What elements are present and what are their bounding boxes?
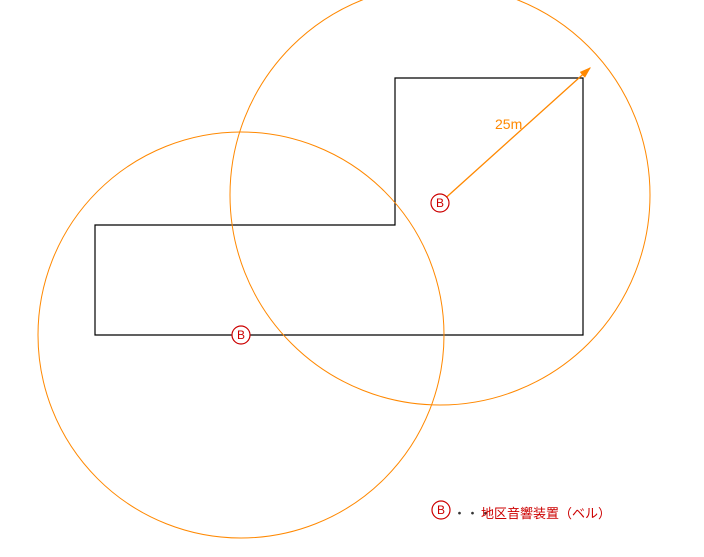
radius-arrow xyxy=(440,68,590,203)
device-marker-right: B xyxy=(431,194,449,212)
legend-marker-label: B xyxy=(437,503,445,517)
legend-marker: B xyxy=(432,501,450,519)
device-label-right: B xyxy=(436,196,444,210)
device-marker-left: B xyxy=(232,326,250,344)
device-label-left: B xyxy=(237,328,245,342)
radius-label: 25m xyxy=(495,116,522,132)
legend-text: 地区音響装置（ベル） xyxy=(481,503,611,522)
